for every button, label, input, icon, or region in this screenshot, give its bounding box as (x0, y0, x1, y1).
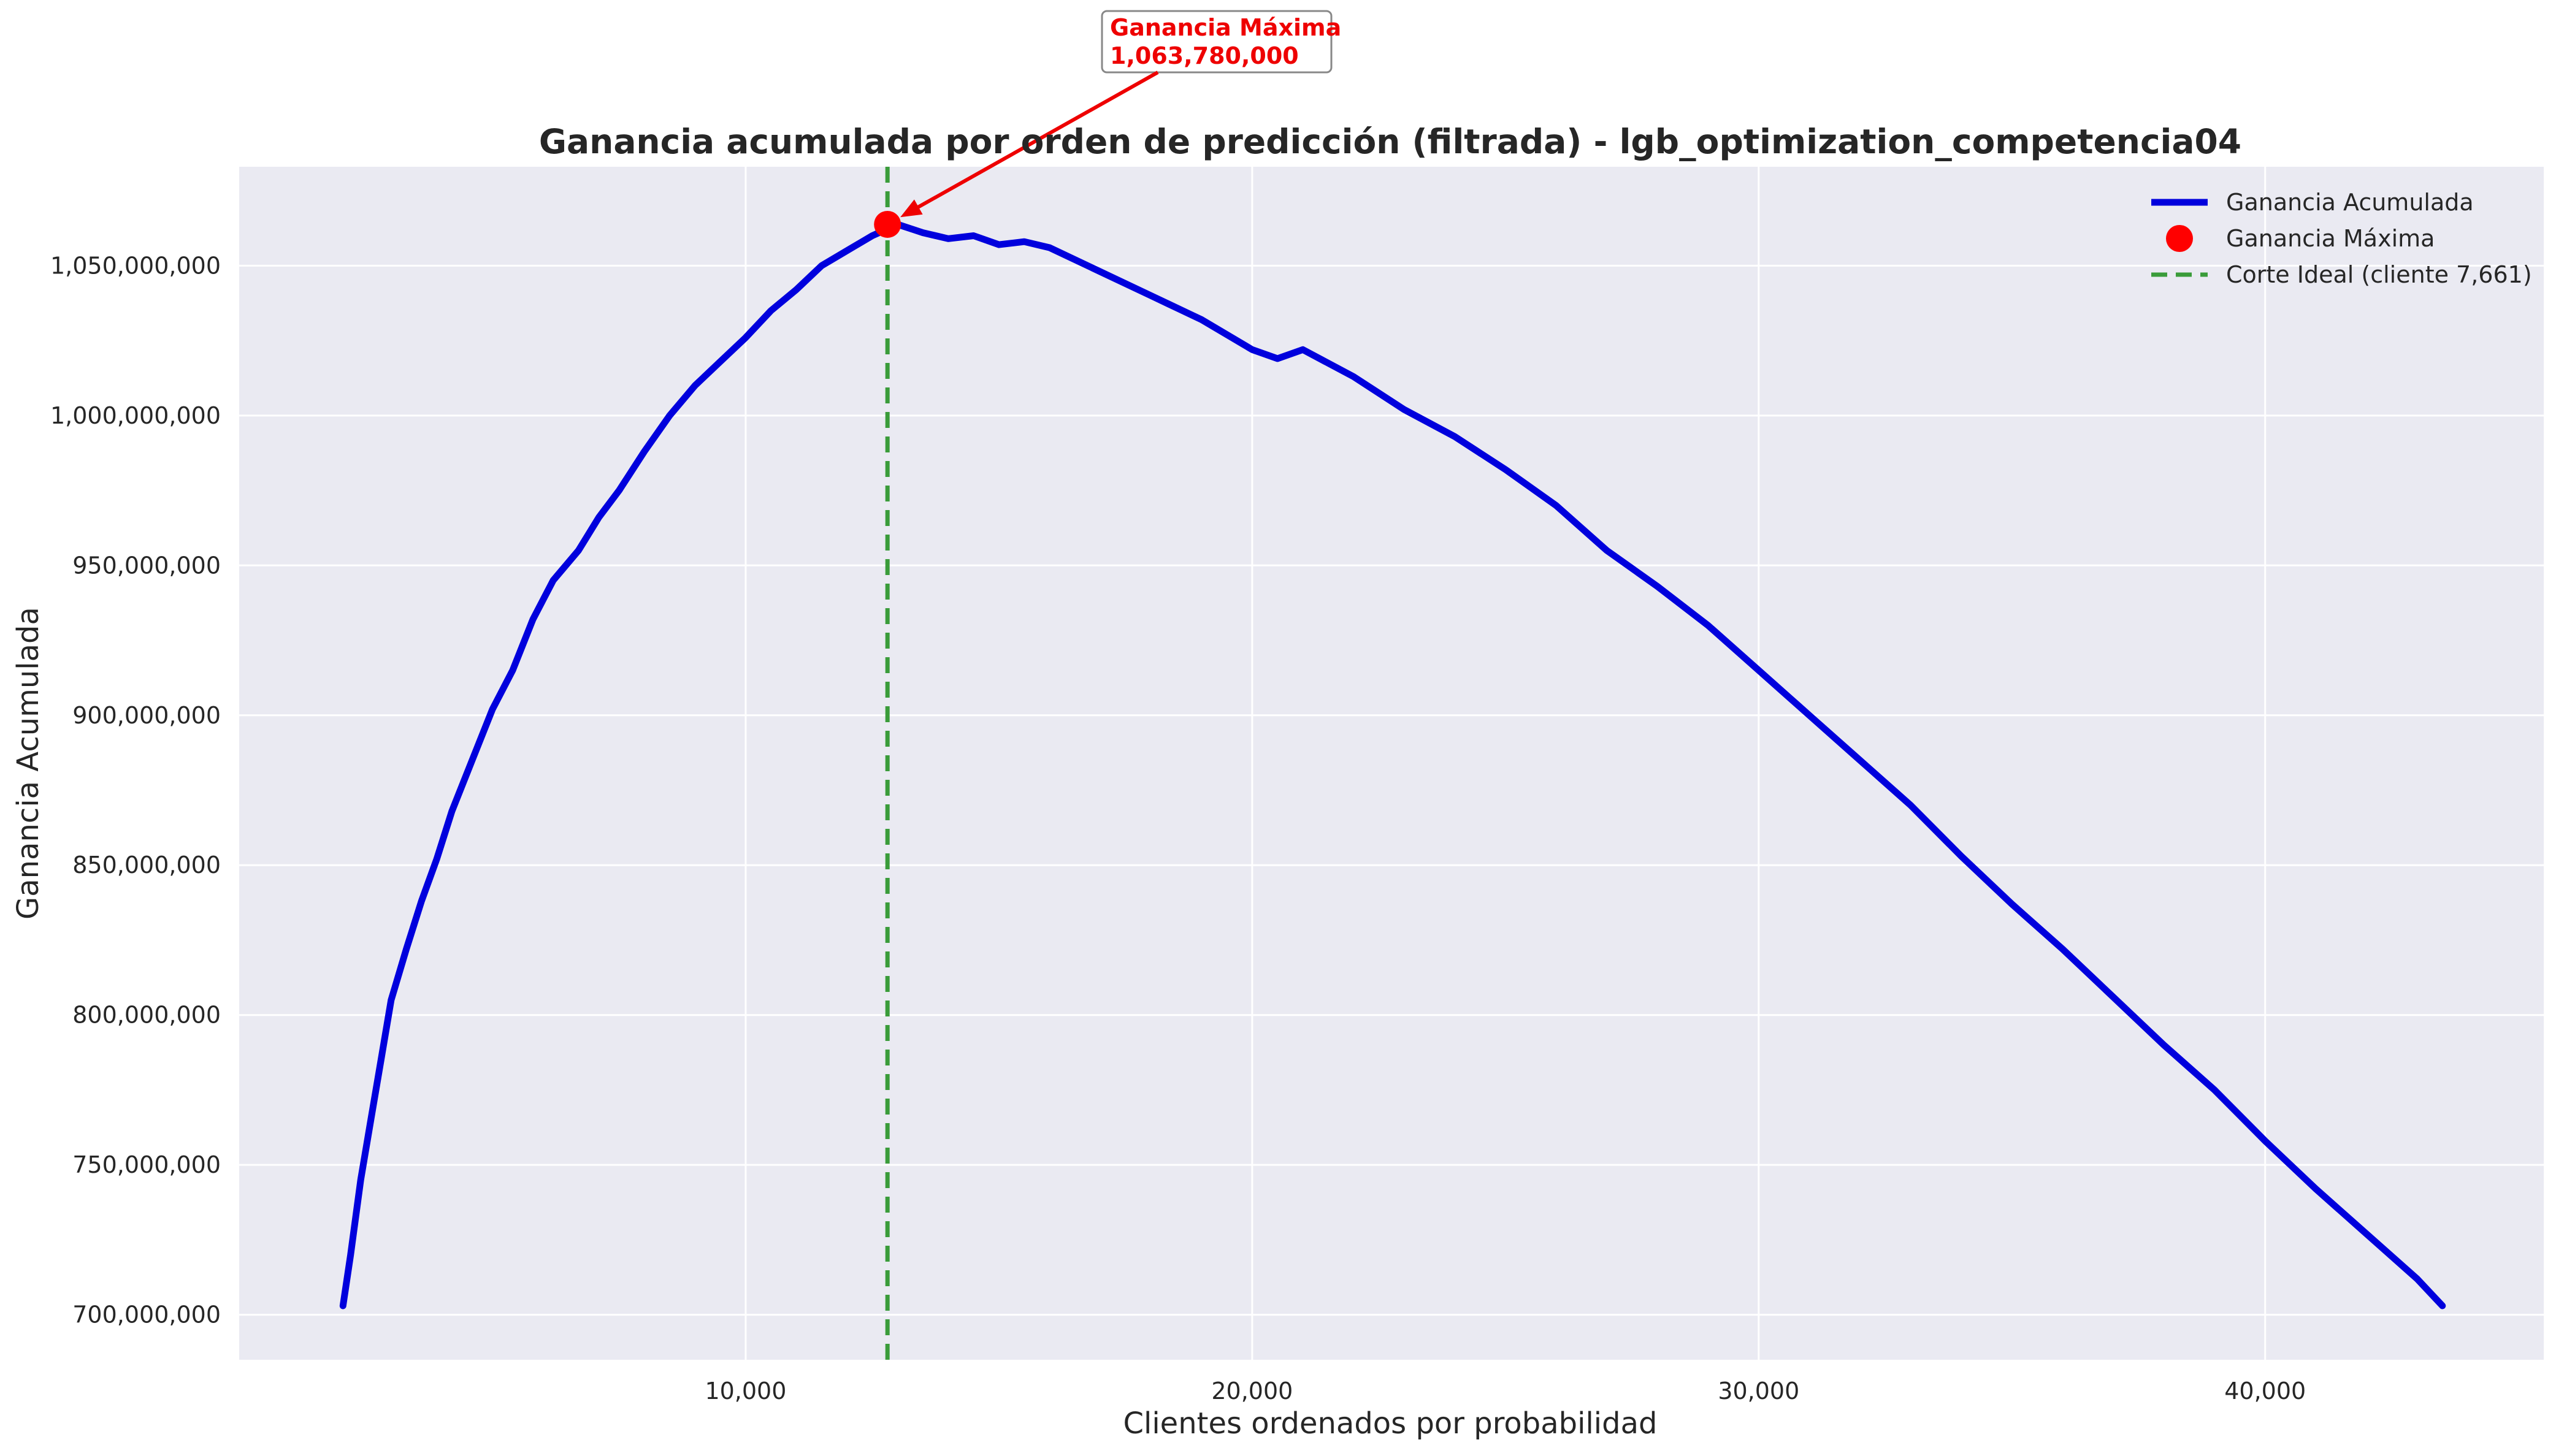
chart-title: Ganancia acumulada por orden de predicci… (539, 122, 2241, 161)
legend-point-swatch (2166, 225, 2193, 252)
annotation-label: Ganancia Máxima (1110, 14, 1341, 41)
legend-item-corte-ideal: Corte Ideal (cliente 7,661) (2226, 261, 2532, 288)
y-tick-label: 950,000,000 (72, 552, 221, 579)
legend-item-ganancia-acumulada: Ganancia Acumulada (2226, 189, 2474, 216)
annotation-value: 1,063,780,000 (1110, 42, 1299, 69)
legend: Ganancia Acumulada Ganancia Máxima Corte… (2151, 189, 2532, 288)
y-tick-label: 850,000,000 (72, 852, 221, 879)
annotation-arrowhead (900, 199, 923, 218)
x-tick-label: 20,000 (1211, 1378, 1293, 1405)
y-tick-label: 750,000,000 (72, 1151, 221, 1178)
x-tick-labels: 10,000 20,000 30,000 40,000 (705, 1378, 2306, 1405)
legend-item-ganancia-maxima: Ganancia Máxima (2226, 225, 2435, 252)
plot-area (239, 167, 2544, 1360)
y-tick-label: 900,000,000 (72, 702, 221, 729)
ganancia-maxima-point (874, 210, 901, 238)
x-tick-label: 40,000 (2224, 1378, 2306, 1405)
y-tick-label: 1,050,000,000 (50, 252, 221, 279)
y-tick-labels: 700,000,000 750,000,000 800,000,000 850,000… (50, 252, 221, 1328)
annotation-box (1101, 10, 1333, 74)
y-tick-label: 1,000,000,000 (50, 402, 221, 429)
x-tick-label: 30,000 (1718, 1378, 1799, 1405)
x-axis-label: Clientes ordenados por probabilidad (1123, 1406, 1657, 1441)
ganancia-acumulada-line (339, 221, 2446, 1309)
max-annotation: Ganancia Máxima 1,063,780,000 (900, 10, 1341, 218)
y-axis-label: Ganancia Acumulada (11, 607, 45, 920)
grid-lines (239, 167, 2544, 1360)
x-tick-label: 10,000 (705, 1378, 786, 1405)
y-tick-label: 700,000,000 (72, 1302, 221, 1328)
annotation-arrow (910, 71, 1159, 213)
y-tick-label: 800,000,000 (72, 1002, 221, 1029)
